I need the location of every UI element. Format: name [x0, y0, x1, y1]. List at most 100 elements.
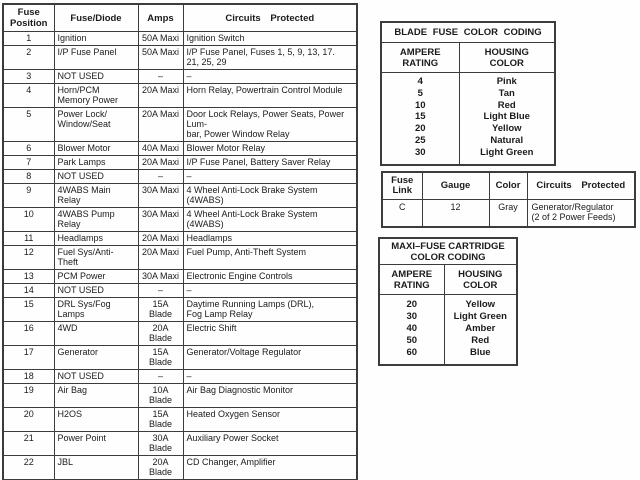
fuse-position-cell: 20	[2, 407, 55, 432]
blade-color-value: Light Blue	[483, 111, 530, 123]
fuse-diode-cell: Headlamps	[53, 231, 139, 246]
circuits-cell: –	[182, 169, 358, 184]
fuse-position-cell: 13	[2, 269, 55, 284]
circuits-cell: Electronic Engine Controls	[182, 269, 358, 284]
table-row: 15 DRL Sys/Fog Lamps 15A Blade Daytime Runn…	[2, 297, 358, 322]
amps-cell: 20A Maxi	[137, 231, 184, 246]
maxi-col-header-color: HOUSING COLOR	[443, 264, 518, 295]
fuse-link-header-row: Fuse Link Gauge Color Circuits Protected	[381, 171, 636, 200]
blade-color-value: Yellow	[491, 123, 522, 135]
blade-ampere-value: 10	[414, 99, 426, 111]
amps-cell: 20A Blade	[137, 455, 184, 480]
circuits-cell: Daytime Running Lamps (DRL), Fog Lamp Re…	[182, 297, 358, 322]
amps-cell: 50A Maxi	[137, 45, 184, 70]
col-header-fuse-diode: Fuse/Diode	[53, 3, 139, 32]
circuits-cell: Auxiliary Power Socket	[182, 431, 358, 456]
circuits-cell: Horn Relay, Powertrain Control Module	[182, 83, 358, 108]
blade-fuse-color-table: BLADE FUSE COLOR CODING AMPERE RATING HO…	[380, 21, 556, 166]
maxi-color-value: Yellow	[465, 299, 496, 310]
table-row: 12 Fuel Sys/Anti- Theft 20A Maxi Fuel Pump,…	[2, 245, 358, 270]
amps-cell: 30A Blade	[137, 431, 184, 456]
blade-ampere-value: 15	[414, 111, 426, 123]
color-cell: Gray	[488, 199, 528, 228]
circuits-cell: –	[182, 283, 358, 298]
fuse-position-cell: 1	[2, 31, 55, 46]
fuse-diode-cell: DRL Sys/Fog Lamps	[53, 297, 139, 322]
amps-cell: 20A Maxi	[137, 107, 184, 142]
col-header-circuits-protected: Circuits Protected	[182, 3, 358, 32]
maxi-ampere-value: 40	[406, 323, 418, 334]
maxi-ampere-value: 60	[406, 347, 418, 358]
circuits-cell: Air Bag Diagnostic Monitor	[182, 383, 358, 408]
table-row: 3 NOT USED – –	[2, 69, 358, 84]
blade-color-value: Pink	[496, 76, 517, 87]
circuits-cell: Fuel Pump, Anti-Theft System	[182, 245, 358, 270]
blade-color-list: Pink Tan Red Light Blue Yellow Natural Light G…	[458, 71, 556, 166]
fuse-position-cell: 6	[2, 141, 55, 156]
amps-cell: 50A Maxi	[137, 31, 184, 46]
fuse-position-cell: 14	[2, 283, 55, 298]
maxi-table-title: MAXI–FUSE CARTRIDGE COLOR CODING	[378, 237, 518, 265]
table-row: 5 Power Lock/ Window/Seat 20A Maxi Door Loc…	[2, 107, 358, 142]
fuse-position-cell: 9	[2, 183, 55, 208]
table-row: 18 NOT USED – –	[2, 369, 358, 384]
amps-cell: 30A Maxi	[137, 207, 184, 232]
table-row: 2 I/P Fuse Panel 50A Maxi I/P Fuse Panel, F…	[2, 45, 358, 70]
col-header-gauge: Gauge	[421, 171, 490, 200]
fl-circuits-cell: Generator/Regulator (2 of 2 Power Feeds)	[526, 199, 636, 228]
blade-ampere-value: 20	[414, 123, 426, 135]
blade-ampere-value: 25	[414, 134, 426, 146]
amps-cell: 20A Maxi	[137, 155, 184, 170]
amps-cell: –	[137, 169, 184, 184]
amps-cell: 20A Maxi	[137, 83, 184, 108]
maxi-fuse-color-table: MAXI–FUSE CARTRIDGE COLOR CODING AMPERE …	[378, 237, 519, 366]
circuits-cell: Electric Shift	[182, 321, 358, 346]
circuits-cell: I/P Fuse Panel, Battery Saver Relay	[182, 155, 358, 170]
fuse-position-cell: 8	[2, 169, 55, 184]
col-header-fl-circuits: Circuits Protected	[526, 171, 636, 200]
circuits-cell: Headlamps	[182, 231, 358, 246]
maxi-col-header-ampere: AMPERE RATING	[378, 264, 445, 295]
amps-cell: –	[137, 283, 184, 298]
fuse-table: Fuse Position Fuse/Diode Amps Circuits P…	[2, 3, 358, 480]
table-row: 14 NOT USED – –	[2, 283, 358, 298]
table-row: 19 Air Bag 10A Blade Air Bag Diagnostic Mon…	[2, 383, 358, 408]
fuse-diode-cell: Park Lamps	[53, 155, 139, 170]
fuse-diode-cell: NOT USED	[53, 169, 139, 184]
blade-ampere-value: 5	[417, 87, 423, 99]
table-row: 6 Blower Motor 40A Maxi Blower Motor Relay	[2, 141, 358, 156]
fuse-diode-cell: Power Lock/ Window/Seat	[53, 107, 139, 142]
circuits-cell: –	[182, 69, 358, 84]
fuse-diode-cell: NOT USED	[53, 369, 139, 384]
maxi-color-value: Blue	[469, 347, 491, 358]
maxi-ampere-value: 50	[406, 335, 418, 346]
blade-color-value: Light Green	[480, 146, 534, 158]
maxi-ampere-value: 20	[406, 299, 418, 310]
amps-cell: 10A Blade	[137, 383, 184, 408]
col-header-color: Color	[488, 171, 528, 200]
amps-cell: 30A Maxi	[137, 269, 184, 284]
table-row: 20 H2OS 15A Blade Heated Oxygen Sensor	[2, 407, 358, 432]
amps-cell: –	[137, 69, 184, 84]
fuse-position-cell: 4	[2, 83, 55, 108]
fuse-position-cell: 15	[2, 297, 55, 322]
fuse-position-cell: 10	[2, 207, 55, 232]
fuse-position-cell: 3	[2, 69, 55, 84]
amps-cell: –	[137, 369, 184, 384]
fuse-table-body: 1 Ignition 50A Maxi Ignition Switch 2 I/P Fus…	[2, 31, 358, 480]
maxi-color-value: Light Green	[453, 311, 507, 322]
table-row: 4 Horn/PCM Memory Power 20A Maxi Horn Relay…	[2, 83, 358, 108]
amps-cell: 20A Maxi	[137, 245, 184, 270]
maxi-color-value: Amber	[465, 323, 496, 334]
blade-color-value: Red	[497, 99, 516, 111]
circuits-cell: Generator/Voltage Regulator	[182, 345, 358, 370]
amps-cell: 40A Maxi	[137, 141, 184, 156]
fuse-link-table: Fuse Link Gauge Color Circuits Protected…	[381, 171, 636, 228]
fuse-position-cell: 18	[2, 369, 55, 384]
fuse-diode-cell: Blower Motor	[53, 141, 139, 156]
table-row: 11 Headlamps 20A Maxi Headlamps	[2, 231, 358, 246]
col-header-amps: Amps	[137, 3, 184, 32]
gauge-cell: 12	[421, 199, 490, 228]
table-row: 16 4WD 20A Blade Electric Shift	[2, 321, 358, 346]
